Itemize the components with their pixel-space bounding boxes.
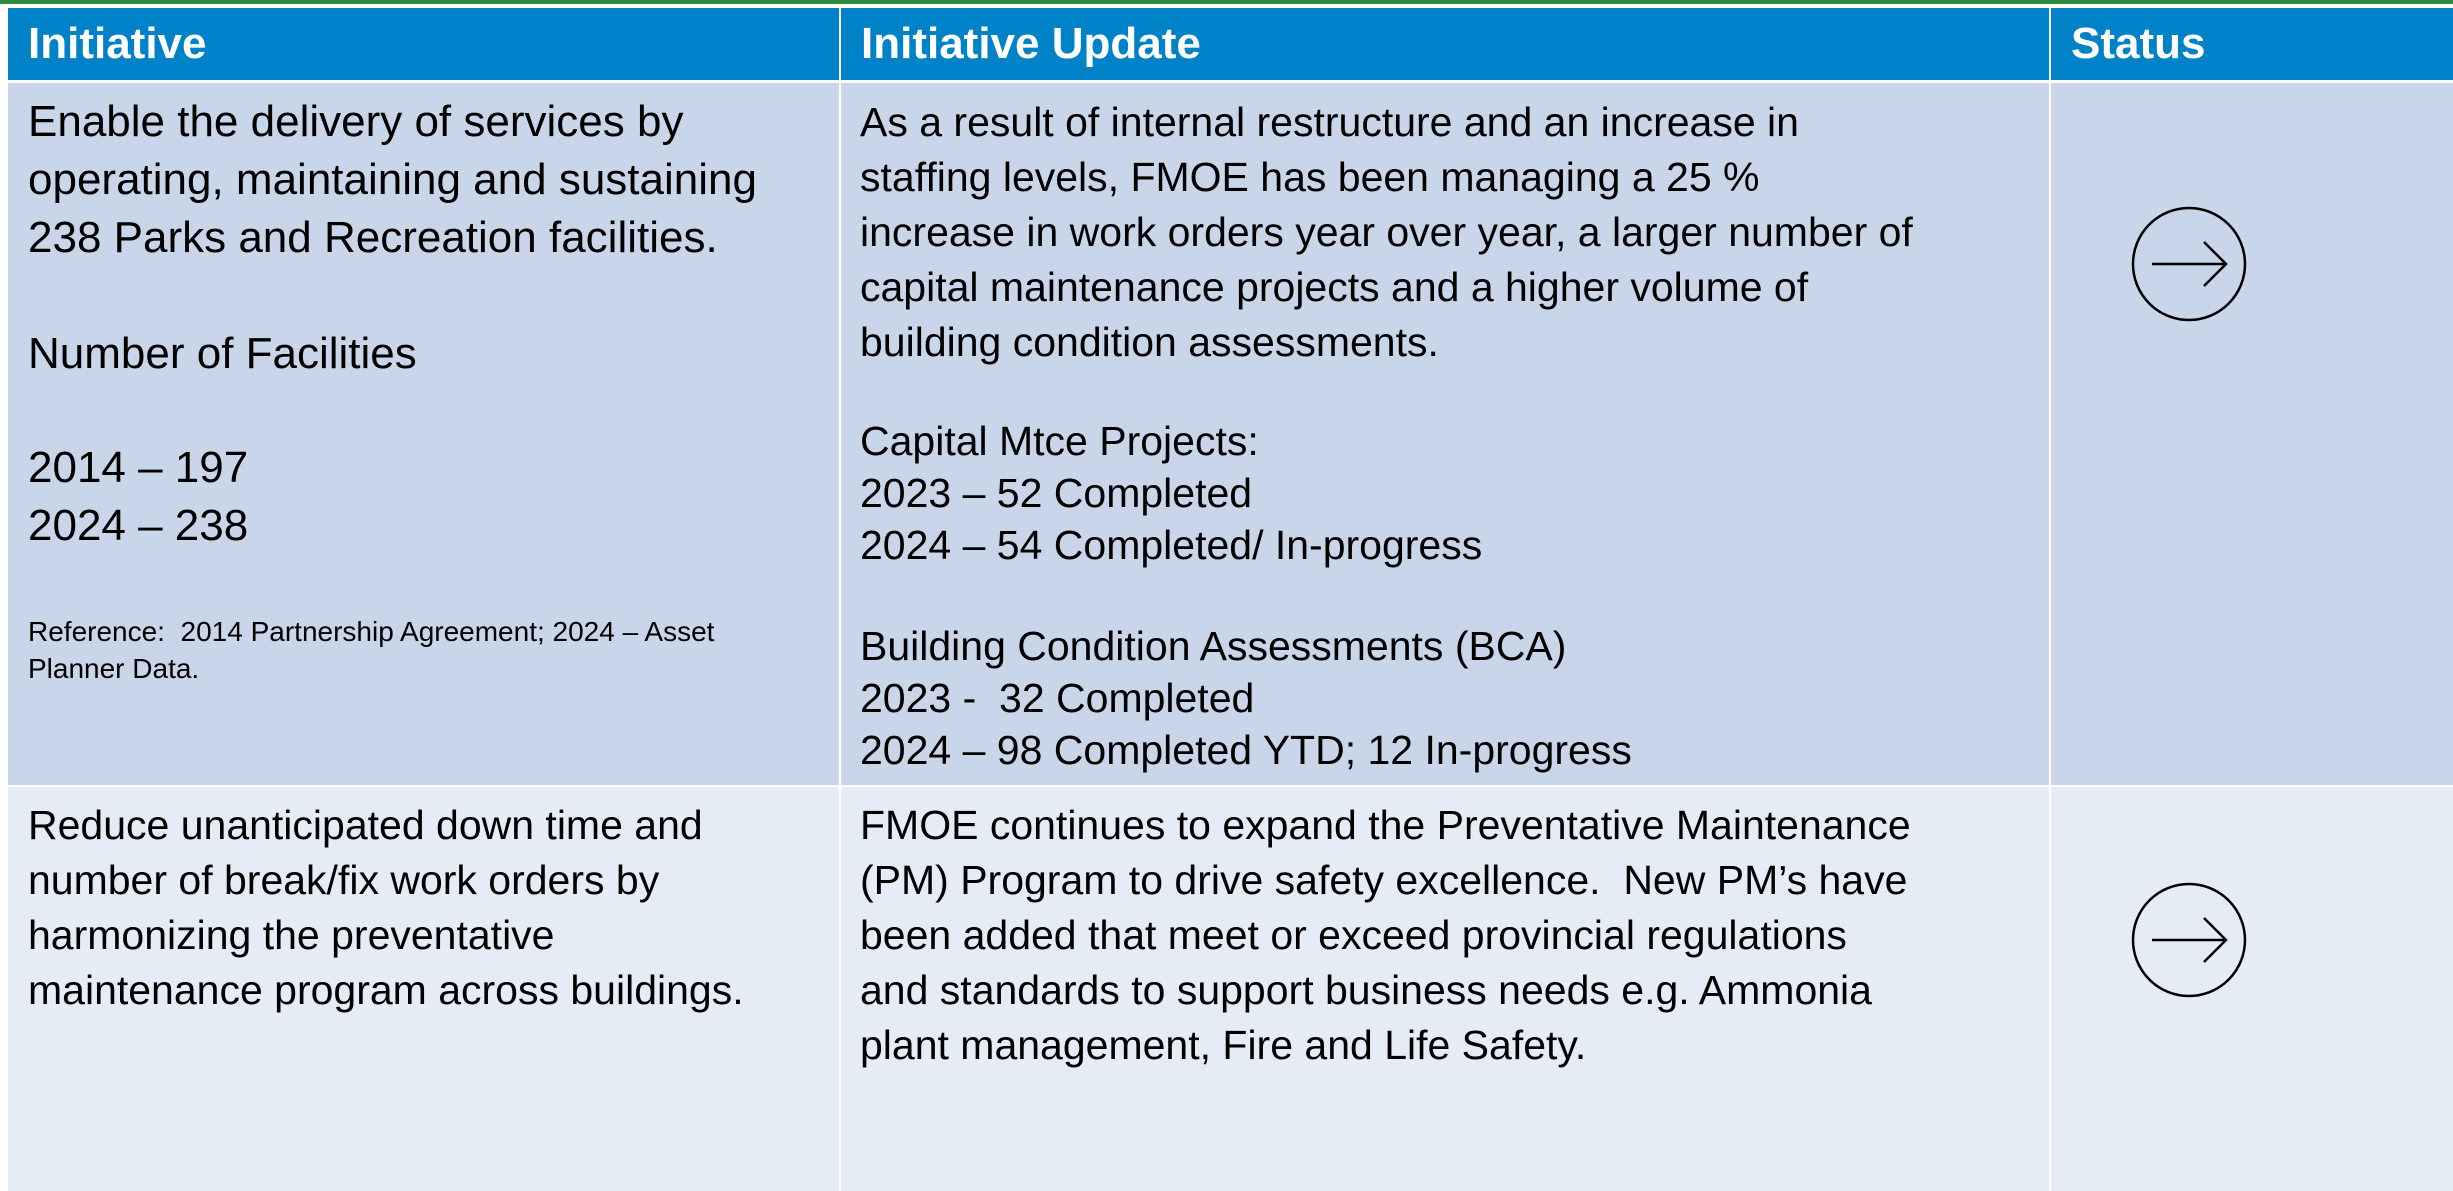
text-line: Reduce unanticipated down time and (28, 802, 703, 848)
text-line: As a result of internal restructure and … (860, 99, 1799, 145)
header-cell: Initiative (8, 8, 839, 80)
cell (841, 83, 2049, 785)
text-line: and standards to support business needs … (860, 967, 1872, 1013)
paragraph: Building Condition Assessments (BCA) 2023… (860, 620, 1632, 776)
text-line: building condition assessments. (860, 319, 1439, 365)
paragraph: Reduce unanticipated down time and number… (28, 798, 744, 1018)
text-line: Planner Data. (28, 653, 200, 684)
text-line: operating, maintaining and sustaining (28, 155, 757, 204)
text-line: 2023 – 52 Completed (860, 470, 1253, 516)
status-arrow (2131, 206, 2247, 322)
text-line: 2024 – 98 Completed YTD; 12 In-progress (860, 727, 1632, 773)
paragraph: Enable the delivery of services by operat… (28, 93, 757, 267)
header-cell: Status (2051, 8, 2453, 80)
text-line: number of break/fix work orders by (28, 857, 660, 903)
status-arrow (2131, 882, 2247, 998)
text-line: increase in work orders year over year, … (860, 209, 1913, 255)
text-line: staffing levels, FMOE has been managing … (860, 154, 1760, 200)
paragraph: As a result of internal restructure and … (860, 95, 1913, 370)
paragraph: 2014 – 197 2024 – 238 (28, 439, 248, 555)
text-line: plant management, Fire and Life Safety. (860, 1022, 1587, 1068)
text-line: 2014 – 197 (28, 443, 249, 492)
text-line: been added that meet or exceed provincia… (860, 912, 1847, 958)
header-cell: Initiative Update (841, 8, 2049, 80)
paragraph: Number of Facilities (28, 325, 417, 383)
cell (2051, 787, 2453, 1191)
text-line: Capital Mtce Projects: (860, 418, 1259, 464)
top-rule (0, 0, 2453, 4)
text-line: harmonizing the preventative (28, 912, 555, 958)
text-line: Enable the delivery of services by (28, 97, 684, 146)
paragraph: Capital Mtce Projects: 2023 – 52 Complete… (860, 415, 1482, 571)
cell (841, 787, 2049, 1191)
cell (2051, 83, 2453, 785)
text-line: maintenance program across buildings. (28, 967, 744, 1013)
text-line: Number of Facilities (28, 329, 417, 378)
paragraph: FMOE continues to expand the Preventativ… (860, 798, 1911, 1073)
text-line: 2024 – 54 Completed/ In-progress (860, 522, 1483, 568)
text-line: Reference: 2014 Partnership Agreement; 2… (28, 616, 715, 647)
text-line: 2024 – 238 (28, 501, 249, 550)
paragraph: Reference: 2014 Partnership Agreement; 2… (28, 613, 714, 687)
text-line: capital maintenance projects and a highe… (860, 264, 1809, 310)
text-line: FMOE continues to expand the Preventativ… (860, 802, 1911, 848)
cell (8, 83, 839, 785)
cell (8, 787, 839, 1191)
text-line: 2023 - 32 Completed (860, 675, 1255, 721)
text-line: 238 Parks and Recreation facilities. (28, 213, 718, 262)
text-line: (PM) Program to drive safety excellence.… (860, 857, 1908, 903)
text-line: Building Condition Assessments (BCA) (860, 623, 1567, 669)
